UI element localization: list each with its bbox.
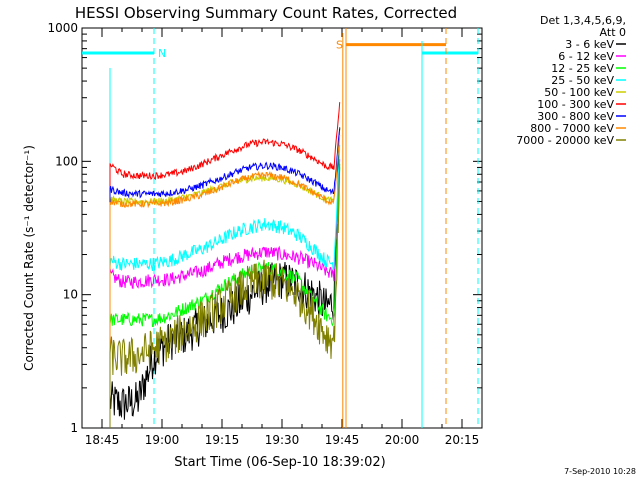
x-tick-label: 18:45	[85, 433, 120, 447]
annotation-label: S	[336, 39, 343, 52]
series-line	[109, 163, 341, 428]
x-tick-label: 19:15	[205, 433, 240, 447]
legend-title: Att 0	[600, 26, 626, 39]
series-line	[109, 134, 341, 428]
series-line	[109, 159, 341, 428]
series-line	[109, 127, 341, 428]
y-tick-label: 10	[63, 288, 78, 302]
y-tick-label: 100	[55, 154, 78, 168]
y-axis-label: Corrected Count Rate (s⁻¹ detector⁻¹)	[22, 145, 36, 371]
series-line	[109, 102, 341, 428]
legend-entry: 25 - 50 keV	[551, 74, 614, 87]
legend-entry: 7000 - 20000 keV	[516, 134, 614, 147]
series-group	[109, 33, 344, 428]
legend-entry: 3 - 6 keV	[565, 38, 614, 51]
x-tick-label: 20:15	[445, 433, 480, 447]
x-tick-label: 19:45	[325, 433, 360, 447]
legend-title: Det 1,3,4,5,6,9,	[540, 14, 626, 27]
y-tick-label: 1000	[47, 21, 78, 35]
annotation-label: N	[158, 47, 166, 60]
series-line	[109, 128, 341, 428]
legend-entry: 12 - 25 keV	[551, 62, 614, 75]
y-tick-label: 1	[70, 421, 78, 435]
legend-entry: 300 - 800 keV	[537, 110, 614, 123]
legend-entry: 100 - 300 keV	[537, 98, 614, 111]
axis-ticks: 18:45 19:00 19:15 19:30 19:45 20:00 20:15 1 10 10…	[47, 21, 483, 447]
timestamp: 7-Sep-2010 10:28	[564, 467, 636, 476]
x-tick-label: 20:00	[385, 433, 420, 447]
legend-entry: 800 - 7000 keV	[530, 122, 614, 135]
x-tick-label: 19:00	[145, 433, 180, 447]
legend-entry: 50 - 100 keV	[544, 86, 614, 99]
x-tick-label: 19:30	[265, 433, 300, 447]
series-line	[109, 144, 341, 428]
chart-title: HESSI Observing Summary Count Rates, Cor…	[75, 4, 457, 22]
x-axis-label: Start Time (06-Sep-10 18:39:02)	[174, 455, 385, 470]
legend-entry: 6 - 12 keV	[558, 50, 614, 63]
